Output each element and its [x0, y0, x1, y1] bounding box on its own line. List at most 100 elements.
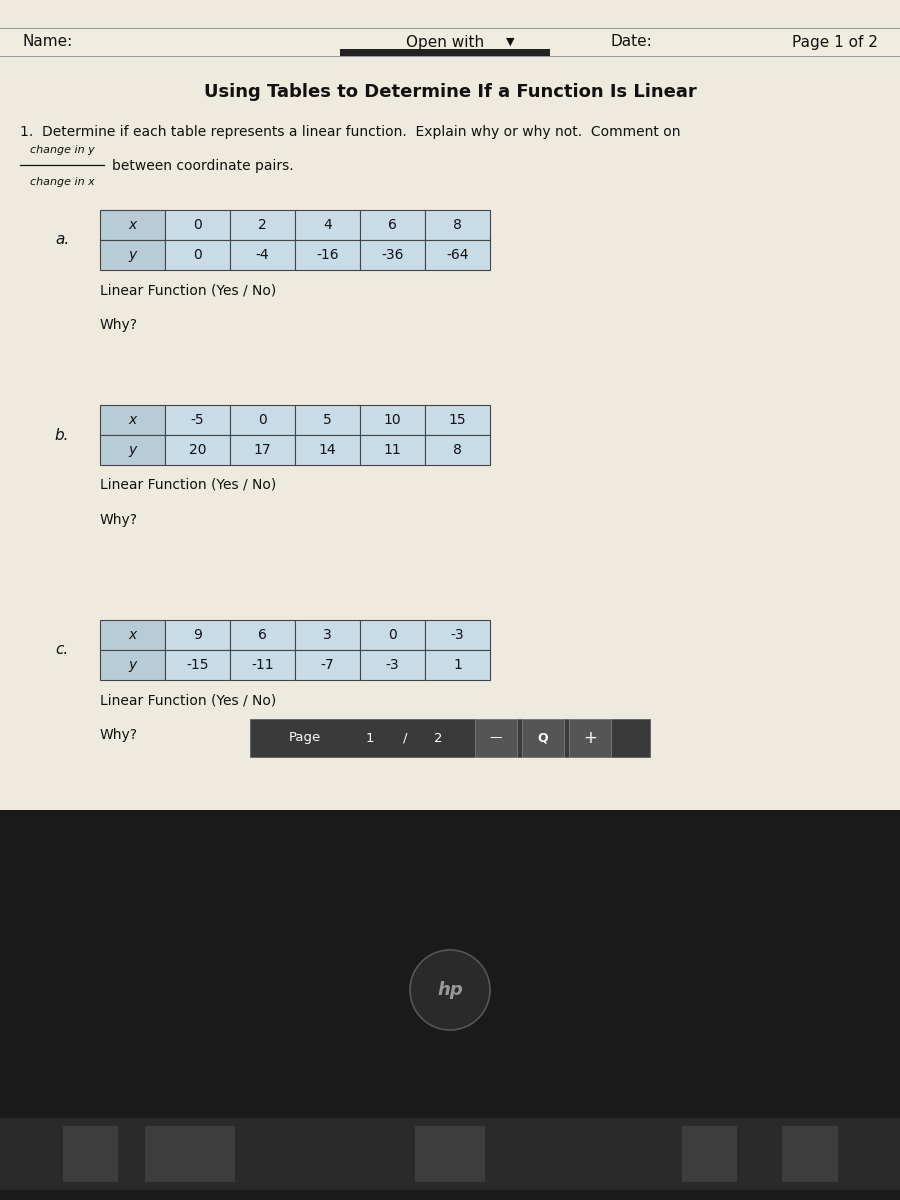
Bar	[100, 240, 165, 270]
Text: 15: 15	[449, 413, 466, 427]
Text: 0: 0	[258, 413, 267, 427]
Text: -15: -15	[186, 658, 209, 672]
Bar	[100, 404, 165, 434]
Text: 3: 3	[323, 628, 332, 642]
Bar	[165, 620, 230, 650]
Bar	[165, 404, 230, 434]
Text: Page 1 of 2: Page 1 of 2	[792, 35, 878, 49]
Text: Why?: Why?	[100, 512, 138, 527]
Text: -4: -4	[256, 248, 269, 262]
Bar	[782, 1126, 838, 1182]
Bar	[0, 810, 900, 1200]
Text: 10: 10	[383, 413, 401, 427]
Bar	[425, 620, 490, 650]
Bar	[100, 650, 165, 680]
Bar	[295, 620, 360, 650]
Text: Linear Function (Yes / No): Linear Function (Yes / No)	[100, 283, 276, 296]
Bar	[425, 404, 490, 434]
Bar	[340, 49, 550, 56]
Text: 9: 9	[194, 628, 202, 642]
Text: c.: c.	[56, 642, 68, 658]
Text: Q: Q	[537, 732, 548, 744]
Text: 1.  Determine if each table represents a linear function.  Explain why or why no: 1. Determine if each table represents a …	[20, 125, 680, 139]
Text: Why?: Why?	[100, 728, 138, 742]
Polygon shape	[410, 950, 490, 1030]
Text: 2: 2	[434, 732, 442, 744]
Text: Date:: Date:	[610, 35, 652, 49]
Bar	[250, 719, 650, 757]
Text: x: x	[129, 218, 137, 232]
Bar	[569, 719, 611, 757]
Text: -36: -36	[382, 248, 404, 262]
Bar	[295, 650, 360, 680]
Bar	[425, 210, 490, 240]
Bar	[360, 650, 425, 680]
Text: —: —	[490, 732, 502, 744]
Text: Name:: Name:	[22, 35, 72, 49]
Bar	[62, 1126, 118, 1182]
Text: -16: -16	[316, 248, 338, 262]
Bar	[425, 650, 490, 680]
Text: -7: -7	[320, 658, 334, 672]
Text: a.: a.	[55, 233, 69, 247]
Text: x: x	[129, 413, 137, 427]
Text: 5: 5	[323, 413, 332, 427]
Text: y: y	[129, 443, 137, 457]
Bar	[230, 620, 295, 650]
Bar	[360, 210, 425, 240]
Text: 11: 11	[383, 443, 401, 457]
Text: 0: 0	[388, 628, 397, 642]
Bar	[295, 210, 360, 240]
Text: -11: -11	[251, 658, 274, 672]
Text: -64: -64	[446, 248, 469, 262]
Bar	[230, 650, 295, 680]
Text: Using Tables to Determine If a Function Is Linear: Using Tables to Determine If a Function …	[203, 83, 697, 101]
Bar	[230, 240, 295, 270]
Bar	[145, 1126, 235, 1182]
Text: Linear Function (Yes / No): Linear Function (Yes / No)	[100, 692, 276, 707]
Text: b.: b.	[55, 427, 69, 443]
Text: -3: -3	[386, 658, 400, 672]
Text: 1: 1	[453, 658, 462, 672]
Text: 0: 0	[194, 218, 202, 232]
Bar	[230, 434, 295, 464]
Text: 1: 1	[365, 732, 374, 744]
Bar	[165, 240, 230, 270]
Bar	[0, 0, 900, 810]
Text: y: y	[129, 248, 137, 262]
Text: y: y	[129, 658, 137, 672]
Text: between coordinate pairs.: between coordinate pairs.	[112, 158, 293, 173]
Text: change in y: change in y	[30, 145, 94, 155]
Text: 17: 17	[254, 443, 271, 457]
Text: /: /	[403, 732, 407, 744]
Text: x: x	[129, 628, 137, 642]
Text: 20: 20	[189, 443, 206, 457]
Bar	[100, 210, 165, 240]
Text: Page: Page	[289, 732, 321, 744]
Bar	[522, 719, 564, 757]
Bar	[100, 620, 165, 650]
Text: -3: -3	[451, 628, 464, 642]
Bar	[425, 240, 490, 270]
Bar	[425, 434, 490, 464]
Bar	[295, 240, 360, 270]
Bar	[360, 434, 425, 464]
Bar	[682, 1126, 737, 1182]
Bar	[295, 404, 360, 434]
Bar	[360, 404, 425, 434]
Text: Why?: Why?	[100, 318, 138, 332]
Text: change in x: change in x	[30, 176, 94, 187]
Bar	[360, 620, 425, 650]
Text: hp: hp	[437, 982, 463, 998]
Bar	[230, 404, 295, 434]
Bar	[360, 240, 425, 270]
Bar	[0, 28, 900, 56]
Bar	[165, 434, 230, 464]
Text: 8: 8	[453, 218, 462, 232]
Bar	[295, 434, 360, 464]
Text: 4: 4	[323, 218, 332, 232]
Text: 6: 6	[388, 218, 397, 232]
Text: Linear Function (Yes / No): Linear Function (Yes / No)	[100, 478, 276, 492]
Text: ▼: ▼	[506, 37, 514, 47]
Text: 2: 2	[258, 218, 267, 232]
